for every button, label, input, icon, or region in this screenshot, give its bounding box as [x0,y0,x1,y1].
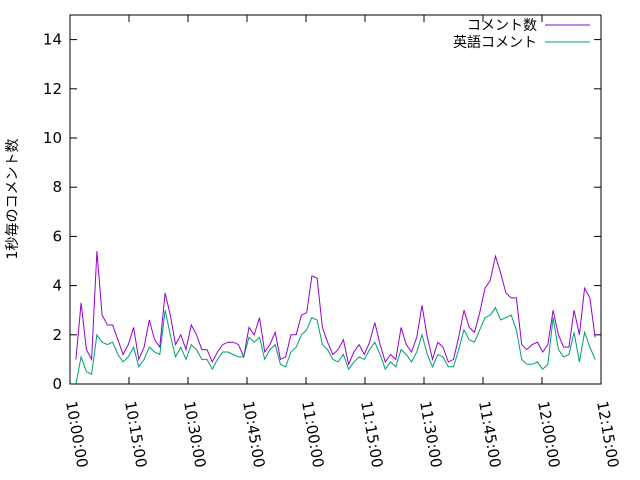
y-axis-label: 1秒毎のコメント数 [5,139,21,260]
y-tick-label: 12 [43,80,62,98]
x-tick-label: 11:45:00 [475,400,504,469]
x-tick-label: 10:45:00 [239,400,268,469]
x-tick-label: 11:15:00 [357,400,386,469]
legend-label-english-comments: 英語コメント [453,34,537,51]
y-axis-ticks: 0 2 4 6 8 10 12 14 [43,31,601,393]
x-tick-label: 11:00:00 [298,400,327,469]
series-line-comments [75,251,596,366]
y-tick-label: 10 [43,129,62,147]
legend-label-comments: コメント数 [467,18,537,34]
x-axis-ticks: 10:00:00 10:15:00 10:30:00 10:45:00 11:00:00… [62,15,622,469]
x-tick-label: 10:00:00 [62,400,91,469]
x-tick-label: 10:30:00 [180,400,209,469]
x-tick-label: 12:00:00 [534,400,563,469]
x-tick-label: 10:15:00 [121,400,150,469]
series-layer [75,251,596,385]
y-tick-label: 8 [52,178,62,196]
legend: コメント数 英語コメント [453,18,590,51]
y-tick-label: 4 [52,277,62,295]
y-tick-label: 2 [52,326,62,344]
y-tick-label: 6 [52,227,62,245]
x-tick-label: 12:15:00 [593,400,622,469]
plot-frame [69,14,602,385]
series-line-english-comments [75,306,596,385]
y-tick-label: 14 [43,31,62,49]
y-tick-label: 0 [52,375,62,393]
x-tick-label: 11:30:00 [416,400,445,469]
